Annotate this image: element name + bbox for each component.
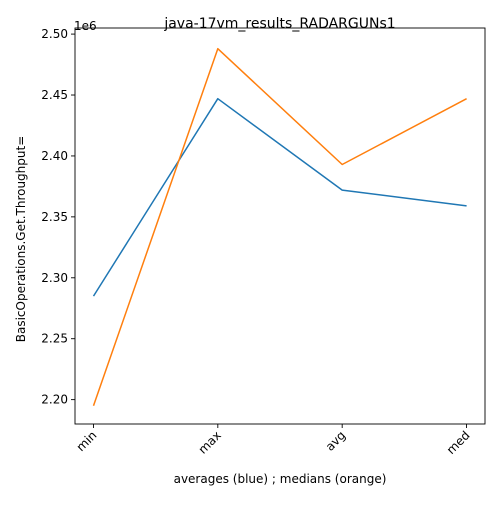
y-offset-label: 1e6 xyxy=(74,19,97,33)
series-line-1 xyxy=(92,97,467,297)
x-tick-label: avg xyxy=(323,428,349,454)
y-tick-label: 2.20 xyxy=(41,393,68,407)
plot-area: 2.20 2.25 2.30 2.35 2.40 2.45 2.50 min max avg med xyxy=(41,27,486,457)
x-axis-label: averages (blue) ; medians (orange) xyxy=(174,472,387,486)
x-tick-label: med xyxy=(444,428,473,457)
series-line-2 xyxy=(92,47,467,406)
y-tick-label: 2.35 xyxy=(41,210,68,224)
x-tick-label: max xyxy=(196,428,224,456)
y-tick-label: 2.45 xyxy=(41,88,68,102)
y-tick-label: 2.40 xyxy=(41,149,68,163)
y-tick-label: 2.25 xyxy=(41,332,68,346)
x-tick-label: min xyxy=(74,428,100,454)
chart-title: java-17vm_results_RADARGUNs1 xyxy=(163,16,395,32)
y-tick-label: 2.50 xyxy=(41,27,68,41)
y-tick-label: 2.30 xyxy=(41,271,68,285)
plot-frame xyxy=(74,27,486,425)
y-axis-label: BasicOperations.Get.Throughput= xyxy=(14,136,28,343)
